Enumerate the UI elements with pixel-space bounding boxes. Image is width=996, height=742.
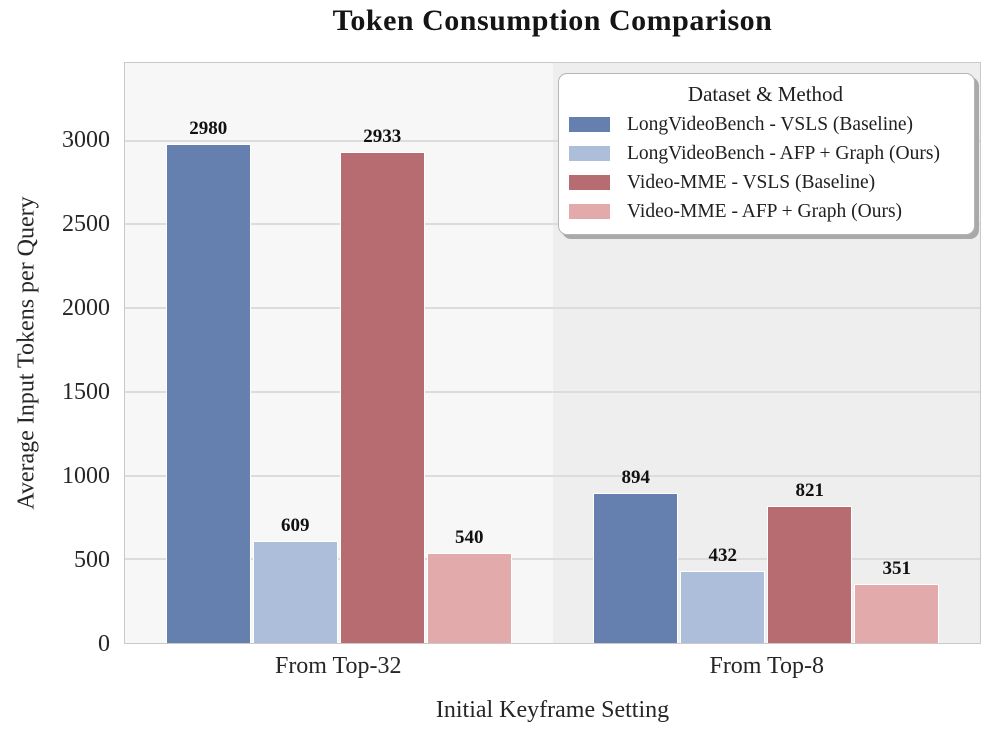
bar-group: 894 432 821 351 <box>553 63 981 643</box>
bar: 540 <box>426 527 512 643</box>
legend-item-label: LongVideoBench - AFP + Graph (Ours) <box>627 143 940 164</box>
chart-title: Token Consumption Comparison <box>332 4 773 37</box>
y-tick-label: 2500 <box>62 210 110 237</box>
legend-item-label: LongVideoBench - VSLS (Baseline) <box>627 114 914 135</box>
y-tick-label: 500 <box>74 546 110 573</box>
bar: 821 <box>767 480 853 643</box>
bar-value-label: 432 <box>708 544 738 566</box>
bar-value-label: 609 <box>281 515 310 537</box>
gridline <box>125 474 980 477</box>
legend-item: Video-MME - VSLS (Baseline) <box>569 171 962 194</box>
y-axis-label: Average Input Tokens per Query <box>13 196 40 510</box>
bar-value-label: 2980 <box>189 118 228 140</box>
legend-item: Video-MME - AFP + Graph (Ours) <box>569 200 962 223</box>
y-axis-tick-labels: 0 500 1000 1500 2000 2500 3000 <box>0 62 110 657</box>
x-tick-label: From Top-32 <box>274 653 402 679</box>
bar: 894 <box>593 467 679 643</box>
gridline <box>125 558 980 561</box>
y-tick-label: 1000 <box>62 462 110 489</box>
bar: 2933 <box>339 126 425 643</box>
y-tick-label: 2000 <box>62 294 110 321</box>
gridline <box>125 390 980 393</box>
bar: 2980 <box>165 118 251 643</box>
bar-value-label: 2933 <box>363 125 402 147</box>
legend-item-label: Video-MME - VSLS (Baseline) <box>627 172 876 193</box>
x-axis-label: Initial Keyframe Setting <box>435 697 670 723</box>
y-tick-label: 0 <box>98 631 110 657</box>
legend-item: LongVideoBench - VSLS (Baseline) <box>569 113 962 136</box>
legend-item: LongVideoBench - AFP + Graph (Ours) <box>569 142 962 165</box>
gridline <box>125 223 980 226</box>
legend-title: Dataset & Method <box>687 82 844 106</box>
y-tick-label: 3000 <box>62 126 110 153</box>
y-tick-label: 1500 <box>62 378 110 405</box>
bar-groups: 2980 609 2933 540 894 432 821 351 <box>125 63 980 643</box>
legend-items: LongVideoBench - VSLS (Baseline) LongVide… <box>569 113 962 223</box>
x-tick-label: From Top-8 <box>709 653 825 679</box>
legend-swatch <box>569 117 610 132</box>
bar: 609 <box>252 515 338 643</box>
bar-value-label: 894 <box>621 467 651 489</box>
legend-swatch <box>569 146 610 161</box>
bar-value-label: 540 <box>455 526 484 548</box>
bar-value-label: 351 <box>882 558 912 580</box>
gridline <box>125 139 980 142</box>
legend-swatch <box>569 175 610 190</box>
legend-swatch <box>569 204 610 219</box>
bar-value-label: 821 <box>795 479 825 501</box>
legend-item-label: Video-MME - AFP + Graph (Ours) <box>627 201 903 222</box>
bar: 351 <box>854 558 940 643</box>
x-axis-tick-labels: From Top-32 From Top-8 <box>124 653 981 685</box>
bar-group: 2980 609 2933 540 <box>125 63 553 643</box>
legend: Dataset & Method LongVideoBench - VSLS (… <box>558 73 975 235</box>
gridline <box>125 307 980 310</box>
bar: 432 <box>680 545 766 643</box>
